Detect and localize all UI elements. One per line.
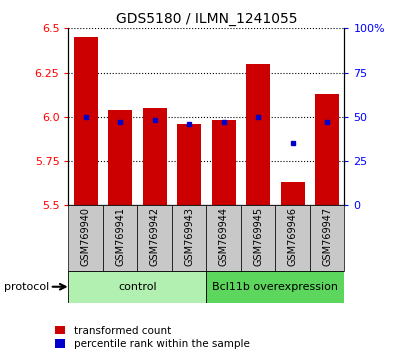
Text: GSM769946: GSM769946 <box>288 207 298 266</box>
Text: GSM769944: GSM769944 <box>219 207 229 266</box>
Text: GSM769947: GSM769947 <box>322 207 332 267</box>
Bar <box>212 120 236 205</box>
Bar <box>315 94 339 205</box>
Text: GSM769941: GSM769941 <box>115 207 125 266</box>
Bar <box>177 124 201 205</box>
Title: GDS5180 / ILMN_1241055: GDS5180 / ILMN_1241055 <box>116 12 297 26</box>
Bar <box>246 64 270 205</box>
Bar <box>172 205 207 271</box>
Bar <box>73 37 98 205</box>
Bar <box>207 271 344 303</box>
Text: GSM769943: GSM769943 <box>184 207 194 266</box>
Text: protocol: protocol <box>4 282 49 292</box>
Bar <box>207 205 241 271</box>
Bar <box>143 108 167 205</box>
Legend: transformed count, percentile rank within the sample: transformed count, percentile rank withi… <box>55 326 250 349</box>
Bar <box>68 205 103 271</box>
Text: GSM769940: GSM769940 <box>81 207 91 266</box>
Bar <box>103 205 137 271</box>
Bar <box>276 205 310 271</box>
Bar <box>108 110 132 205</box>
Text: GSM769945: GSM769945 <box>253 207 263 267</box>
Bar <box>68 271 207 303</box>
Text: GSM769942: GSM769942 <box>150 207 160 267</box>
Text: control: control <box>118 282 157 292</box>
Bar <box>137 205 172 271</box>
Bar <box>310 205 344 271</box>
Bar <box>281 182 305 205</box>
Text: Bcl11b overexpression: Bcl11b overexpression <box>212 282 339 292</box>
Bar <box>241 205 276 271</box>
